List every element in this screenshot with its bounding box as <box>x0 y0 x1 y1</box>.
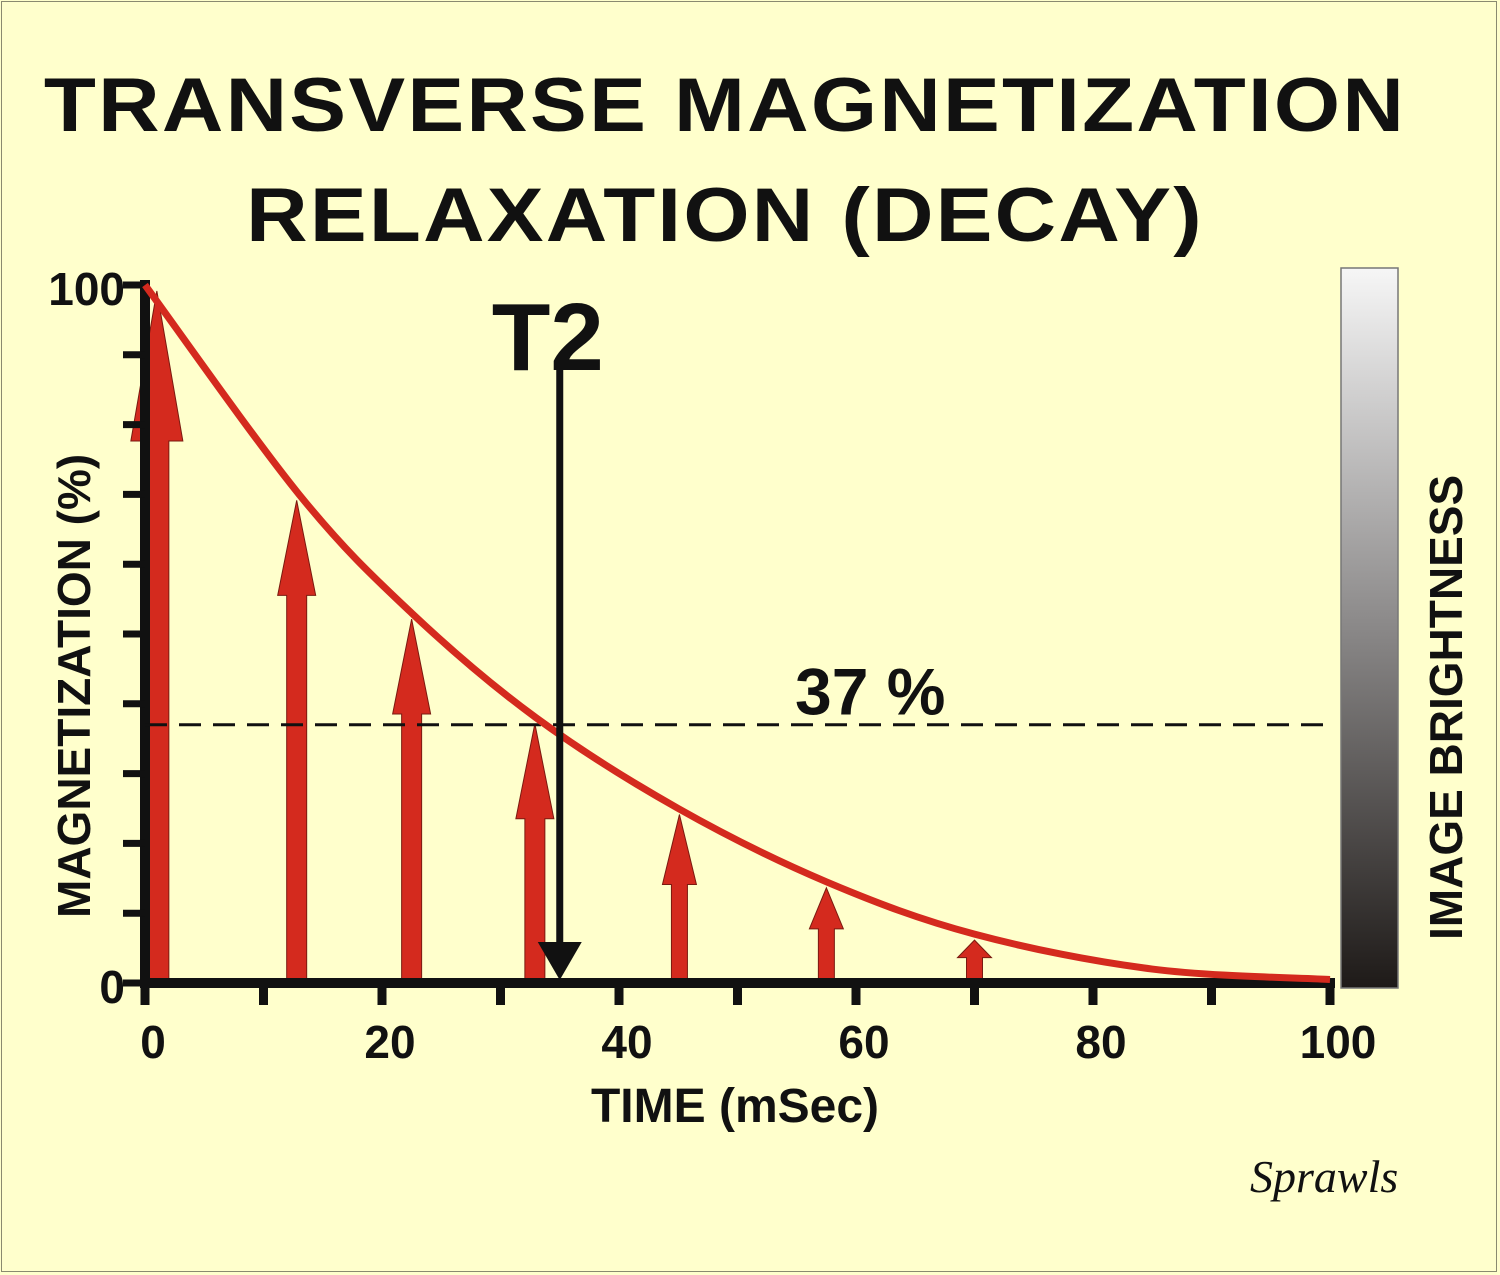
signature: Sprawls <box>1250 1151 1399 1202</box>
magnetization-arrow <box>277 500 317 980</box>
magnetization-arrow <box>515 723 555 980</box>
brightness-axis-label: IMAGE BRIGHTNESS <box>1420 475 1472 940</box>
x-tick-label: 60 <box>838 1016 889 1068</box>
magnetization-arrow <box>808 886 845 980</box>
y-tick-label: 100 <box>48 263 125 315</box>
x-tick-label: 0 <box>140 1016 166 1068</box>
brightness-scale-bar <box>1340 267 1399 989</box>
x-axis-label: TIME (mSec) <box>591 1080 879 1133</box>
reference-label: 37 % <box>795 655 945 729</box>
y-axis-label: MAGNETIZATION (%) <box>48 454 100 918</box>
y-tick-label: 0 <box>99 961 125 1013</box>
magnetization-arrow <box>661 814 698 980</box>
title-line-2: RELAXATION (DECAY) <box>246 173 1204 258</box>
magnetization-arrow <box>392 618 432 980</box>
x-tick-label: 100 <box>1300 1016 1377 1068</box>
x-tick-label: 80 <box>1075 1016 1126 1068</box>
t2-arrowhead <box>537 942 582 980</box>
title-line-1: TRANSVERSE MAGNETIZATION <box>43 63 1407 148</box>
magnetization-arrow <box>956 939 993 980</box>
x-tick-label: 40 <box>601 1016 652 1068</box>
x-tick-label: 20 <box>364 1016 415 1068</box>
decay-curve <box>142 282 1331 984</box>
t2-label: T2 <box>492 284 604 391</box>
